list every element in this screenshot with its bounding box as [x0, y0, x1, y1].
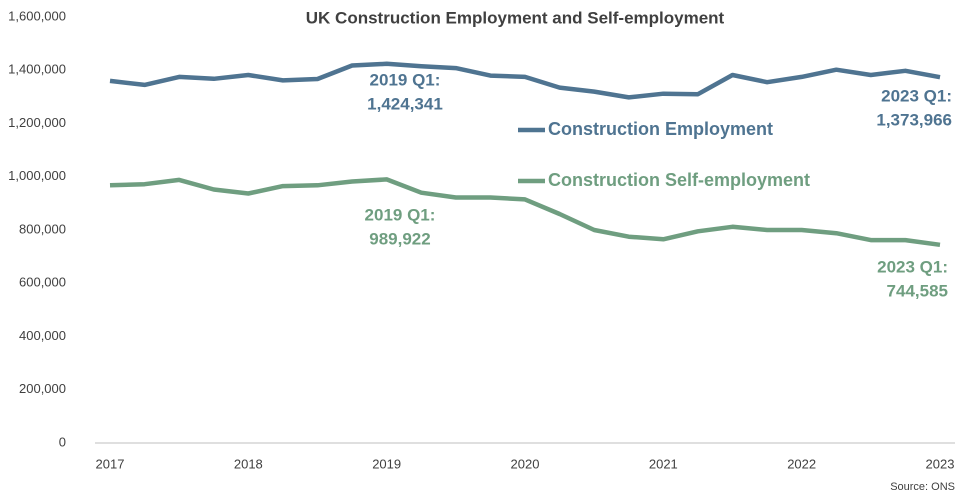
- y-tick-label: 0: [59, 434, 66, 449]
- y-tick-label: 1,600,000: [8, 8, 66, 23]
- y-tick-label: 600,000: [19, 275, 66, 290]
- annotation: 989,922: [369, 229, 430, 248]
- x-tick-label: 2019: [372, 456, 401, 471]
- annotation: 2023 Q1:: [877, 257, 948, 276]
- annotation: 2023 Q1:: [881, 86, 952, 105]
- y-tick-label: 200,000: [19, 381, 66, 396]
- annotation: 1,373,966: [876, 110, 952, 129]
- x-tick-label: 2021: [649, 456, 678, 471]
- annotation: 1,424,341: [367, 94, 443, 113]
- x-tick-label: 2022: [787, 456, 816, 471]
- series-line: [109, 177, 941, 248]
- x-tick-label: 2018: [234, 456, 263, 471]
- x-tick-label: 2023: [926, 456, 955, 471]
- legend-label: Construction Employment: [548, 119, 773, 139]
- y-tick-label: 800,000: [19, 221, 66, 236]
- annotation: 744,585: [887, 281, 948, 300]
- x-tick-label: 2020: [511, 456, 540, 471]
- y-tick-label: 1,000,000: [8, 168, 66, 183]
- legend-label: Construction Self-employment: [548, 170, 810, 190]
- annotation: 2019 Q1:: [370, 70, 441, 89]
- source: Source: ONS: [890, 481, 955, 493]
- series-line: [109, 61, 941, 100]
- y-tick-label: 1,200,000: [8, 115, 66, 130]
- chart-title: UK Construction Employment and Self-empl…: [306, 8, 725, 27]
- x-tick-label: 2017: [96, 456, 125, 471]
- y-tick-label: 400,000: [19, 328, 66, 343]
- y-tick-label: 1,400,000: [8, 62, 66, 77]
- annotation: 2019 Q1:: [365, 205, 436, 224]
